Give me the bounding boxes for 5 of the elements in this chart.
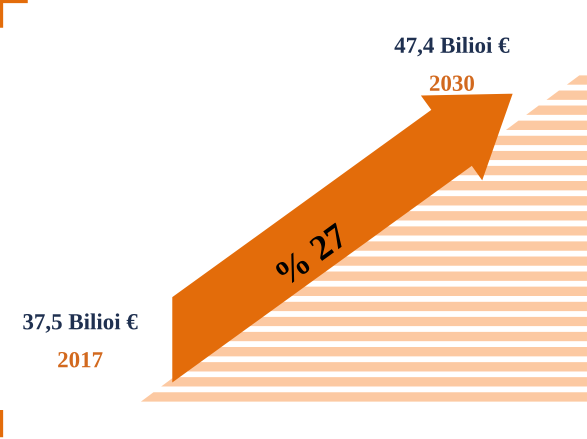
category-label: 2017: [58, 352, 103, 368]
category-label: 2030: [430, 76, 474, 92]
data-label: 37,5 Bilioi €: [23, 313, 138, 333]
data-label: 47,4 Bilioi €: [394, 36, 510, 56]
text: % 27: [276, 222, 342, 284]
